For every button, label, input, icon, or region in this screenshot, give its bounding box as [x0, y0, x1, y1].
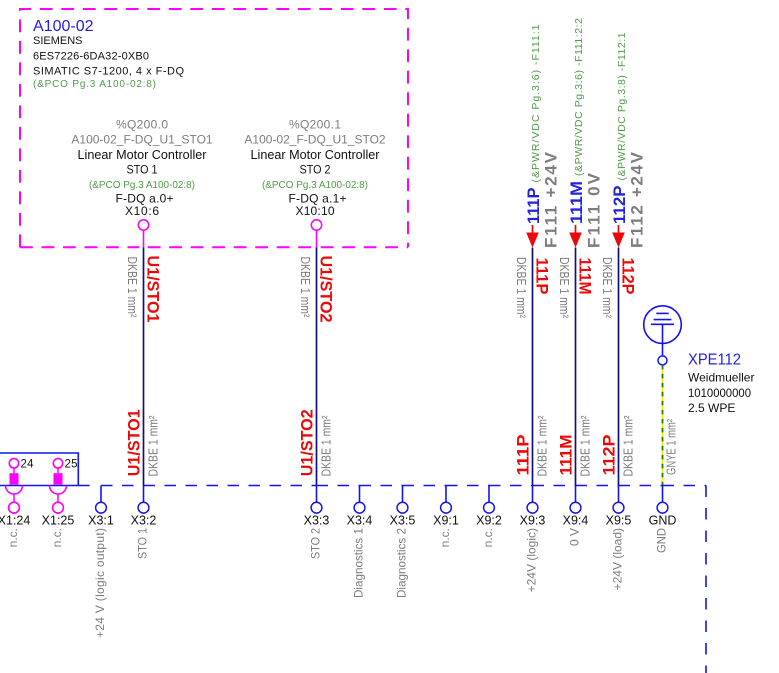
- svg-text:111P: 111P: [524, 188, 543, 225]
- svg-text:6ES7226-6DA32-0XB0: 6ES7226-6DA32-0XB0: [33, 50, 149, 62]
- svg-text:DKBE 1 mm²: DKBE 1 mm²: [535, 415, 550, 477]
- svg-text:GNYE 1 mm²: GNYE 1 mm²: [664, 419, 679, 475]
- svg-text:X1:25: X1:25: [42, 514, 75, 528]
- svg-text:X9:4: X9:4: [563, 514, 589, 528]
- svg-text:SIEMENS: SIEMENS: [33, 35, 83, 47]
- svg-text:STO 1: STO 1: [127, 163, 158, 177]
- svg-text:Weidmueller: Weidmueller: [688, 371, 754, 385]
- svg-text:(&PWR/VDC Pg.3:6) -F111:1: (&PWR/VDC Pg.3:6) -F111:1: [530, 24, 542, 182]
- svg-text:Linear Motor Controller: Linear Motor Controller: [251, 148, 380, 162]
- svg-text:STO 2: STO 2: [300, 163, 331, 177]
- svg-text:DKBE 1 mm²: DKBE 1 mm²: [146, 415, 161, 477]
- svg-text:111M: 111M: [567, 181, 586, 224]
- svg-text:DKBE 1 mm²: DKBE 1 mm²: [621, 415, 636, 477]
- svg-text:A100-02_F-DQ_U1_STO1: A100-02_F-DQ_U1_STO1: [71, 133, 213, 147]
- svg-text:n.c.: n.c.: [6, 528, 20, 547]
- svg-text:112P: 112P: [600, 435, 619, 476]
- svg-text:(&PWR/VDC Pg.3:8) -F112:1: (&PWR/VDC Pg.3:8) -F112:1: [616, 32, 628, 180]
- svg-text:X3:1: X3:1: [88, 514, 114, 528]
- svg-text:X3:4: X3:4: [347, 514, 373, 528]
- svg-text:A100-02_F-DQ_U1_STO2: A100-02_F-DQ_U1_STO2: [244, 133, 386, 147]
- svg-text:(&PCO Pg.3 A100-02:8): (&PCO Pg.3 A100-02:8): [89, 180, 195, 191]
- svg-text:STO 1: STO 1: [136, 528, 150, 559]
- svg-text:F112 +24V: F112 +24V: [628, 151, 647, 248]
- svg-text:SIMATIC S7-1200, 4 x F-DQ: SIMATIC S7-1200, 4 x F-DQ: [33, 65, 184, 77]
- svg-text:Diagnostics 2: Diagnostics 2: [395, 528, 409, 598]
- svg-text:F111 +24V: F111 +24V: [542, 151, 561, 248]
- svg-text:n.c.: n.c.: [481, 528, 495, 547]
- svg-text:XPE112: XPE112: [688, 352, 741, 369]
- svg-text:112P: 112P: [610, 186, 629, 225]
- svg-text:X9:5: X9:5: [606, 514, 632, 528]
- svg-text:%Q200.0: %Q200.0: [116, 117, 168, 131]
- svg-text:DKBE 1 mm²: DKBE 1 mm²: [514, 257, 529, 319]
- svg-text:X9:3: X9:3: [520, 514, 546, 528]
- svg-text:2.5 WPE: 2.5 WPE: [688, 401, 735, 415]
- svg-text:%Q200.1: %Q200.1: [289, 117, 341, 131]
- svg-text:+24V (logic): +24V (logic): [525, 528, 539, 592]
- svg-text:DKBE 1 mm²: DKBE 1 mm²: [578, 415, 593, 477]
- svg-text:24: 24: [21, 459, 35, 471]
- svg-text:DKBE 1 mm²: DKBE 1 mm²: [125, 257, 140, 319]
- svg-text:F-DQ a.1+: F-DQ a.1+: [289, 192, 347, 206]
- svg-text:GND: GND: [655, 528, 669, 553]
- svg-text:U1/STO2: U1/STO2: [298, 409, 317, 476]
- svg-text:DKBE 1 mm²: DKBE 1 mm²: [557, 257, 572, 319]
- svg-text:(&PCO Pg.3 A100-02:8): (&PCO Pg.3 A100-02:8): [33, 79, 156, 90]
- svg-text:111P: 111P: [533, 258, 552, 295]
- svg-text:U1/STO1: U1/STO1: [125, 409, 144, 476]
- svg-text:112P: 112P: [619, 258, 638, 295]
- svg-text:STO 2: STO 2: [309, 528, 323, 559]
- svg-text:111M: 111M: [576, 258, 595, 295]
- svg-text:DKBE 1 mm²: DKBE 1 mm²: [600, 257, 615, 319]
- svg-text:U1/STO2: U1/STO2: [317, 256, 336, 323]
- svg-text:GND: GND: [649, 514, 677, 528]
- svg-text:X1:24: X1:24: [0, 514, 30, 528]
- svg-text:X10:10: X10:10: [296, 204, 335, 218]
- svg-text:X3:5: X3:5: [390, 514, 416, 528]
- svg-text:X10:6: X10:6: [125, 204, 159, 218]
- svg-text:A100-02: A100-02: [33, 18, 94, 35]
- svg-text:F111 0V: F111 0V: [585, 172, 604, 248]
- svg-text:X3:2: X3:2: [131, 514, 157, 528]
- svg-text:n.c.: n.c.: [50, 528, 64, 547]
- svg-text:X3:3: X3:3: [304, 514, 330, 528]
- svg-text:+24 V (logic output): +24 V (logic output): [93, 528, 107, 638]
- svg-text:DKBE 1 mm²: DKBE 1 mm²: [319, 415, 334, 477]
- svg-text:X9:2: X9:2: [476, 514, 502, 528]
- svg-text:0 V: 0 V: [568, 528, 582, 546]
- svg-text:111M: 111M: [557, 435, 576, 476]
- svg-text:(&PCO Pg.3 A100-02:8): (&PCO Pg.3 A100-02:8): [262, 180, 368, 191]
- svg-text:Diagnostics 1: Diagnostics 1: [352, 528, 366, 598]
- svg-text:X9:1: X9:1: [433, 514, 459, 528]
- svg-text:F-DQ a.0+: F-DQ a.0+: [116, 192, 174, 206]
- svg-text:(&PWR/VDC Pg.3:6) -F111:2:2: (&PWR/VDC Pg.3:6) -F111:2:2: [573, 18, 585, 176]
- svg-text:n.c.: n.c.: [438, 528, 452, 547]
- svg-text:111P: 111P: [514, 435, 533, 476]
- svg-text:1010000000: 1010000000: [688, 386, 751, 400]
- svg-text:DKBE 1 mm²: DKBE 1 mm²: [298, 257, 313, 319]
- svg-text:+24V (load): +24V (load): [611, 528, 625, 590]
- svg-text:Linear Motor Controller: Linear Motor Controller: [78, 148, 207, 162]
- svg-text:U1/STO1: U1/STO1: [144, 256, 163, 323]
- svg-text:25: 25: [65, 459, 78, 471]
